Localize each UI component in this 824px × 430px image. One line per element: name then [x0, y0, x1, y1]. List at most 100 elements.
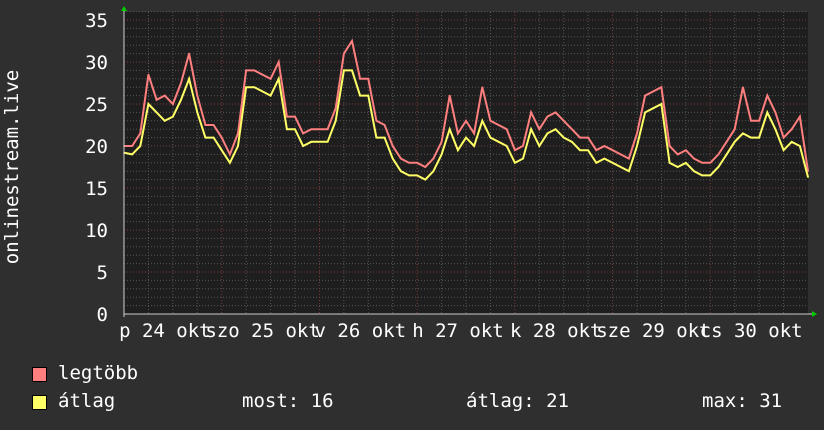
data-point — [229, 153, 231, 156]
data-point — [489, 120, 492, 122]
data-point — [204, 136, 207, 139]
data-point — [416, 174, 418, 177]
data-point — [652, 107, 655, 109]
data-point — [465, 120, 467, 122]
data-point — [758, 136, 760, 139]
data-point — [212, 124, 215, 126]
data-point — [326, 141, 329, 143]
data-point — [375, 136, 378, 139]
data-point — [660, 103, 663, 105]
data-point — [237, 145, 239, 147]
data-point — [790, 141, 793, 143]
data-point — [457, 149, 459, 151]
data-point — [448, 94, 451, 97]
data-point — [619, 153, 622, 156]
data-point — [546, 115, 549, 118]
y-axis-label: onlinestream.live — [1, 70, 23, 264]
data-point — [188, 52, 190, 55]
data-point — [628, 157, 630, 160]
data-point — [505, 145, 508, 147]
data-point — [554, 128, 557, 130]
data-point — [782, 149, 785, 151]
legend-current: most: 16 — [242, 390, 334, 412]
data-point — [351, 69, 353, 72]
data-point — [790, 128, 793, 130]
y-tick-label: 35 — [85, 10, 108, 32]
legend-label-max: legtöbb — [58, 362, 139, 384]
data-point — [245, 69, 247, 72]
data-point — [644, 94, 646, 97]
data-point — [131, 145, 133, 147]
data-point — [253, 86, 256, 88]
data-point — [636, 132, 638, 135]
data-point — [579, 136, 581, 139]
y-tick-label: 10 — [85, 220, 108, 242]
data-point — [465, 136, 467, 139]
data-point — [375, 120, 378, 122]
data-point — [685, 149, 687, 151]
data-point — [391, 145, 394, 147]
data-point — [497, 124, 500, 126]
data-point — [562, 120, 565, 122]
legend-label-avg: átlag — [58, 390, 116, 412]
y-tick-label: 20 — [85, 136, 108, 158]
data-point — [359, 78, 361, 80]
data-point — [155, 111, 158, 114]
data-point — [709, 174, 712, 177]
data-point — [750, 136, 752, 139]
data-point — [782, 136, 785, 139]
data-point — [652, 90, 655, 93]
data-point — [774, 128, 777, 130]
x-tick-label: szo 25 okt — [205, 320, 319, 342]
data-point — [457, 132, 459, 135]
data-point — [668, 162, 671, 164]
data-point — [147, 73, 150, 76]
legend-swatch-avg — [32, 395, 47, 410]
data-point — [261, 90, 264, 93]
data-point — [693, 170, 695, 172]
data-point — [391, 157, 394, 160]
data-point — [750, 120, 752, 122]
data-point — [717, 153, 720, 156]
data-point — [294, 128, 296, 130]
data-point — [473, 132, 475, 135]
data-point — [562, 136, 565, 139]
data-point — [742, 132, 744, 135]
data-point — [269, 78, 272, 80]
data-point — [505, 128, 508, 130]
data-point — [163, 94, 166, 97]
data-point — [196, 94, 199, 97]
data-point — [286, 115, 288, 118]
data-point — [302, 145, 304, 147]
data-point — [204, 124, 207, 126]
data-point — [139, 145, 142, 147]
data-point — [220, 149, 223, 151]
data-point — [139, 132, 142, 135]
data-point — [619, 166, 622, 168]
y-tick-label: 0 — [97, 304, 108, 326]
data-point — [603, 157, 606, 160]
data-point — [277, 78, 280, 80]
y-tick-label: 25 — [85, 94, 108, 116]
data-point — [155, 99, 158, 101]
data-point — [302, 132, 304, 135]
data-point — [310, 141, 313, 143]
data-point — [473, 145, 475, 147]
data-point — [440, 153, 443, 156]
data-point — [489, 136, 492, 139]
data-point — [408, 174, 410, 177]
data-point — [261, 73, 264, 76]
data-point — [448, 128, 451, 130]
data-point — [383, 124, 386, 126]
data-point — [676, 153, 679, 156]
data-point — [701, 174, 703, 177]
data-point — [131, 153, 133, 156]
data-point — [253, 69, 256, 72]
data-point — [538, 128, 541, 130]
data-point — [196, 111, 199, 114]
data-point — [220, 136, 223, 139]
data-point — [799, 145, 801, 147]
data-point — [400, 170, 402, 172]
